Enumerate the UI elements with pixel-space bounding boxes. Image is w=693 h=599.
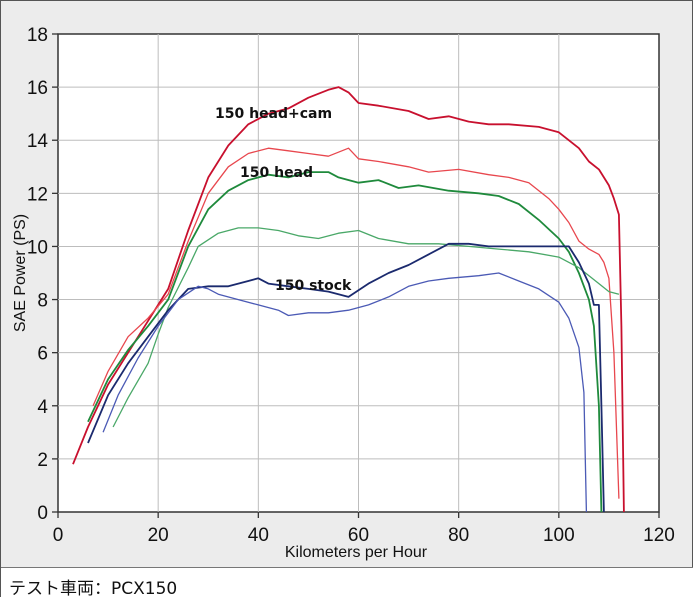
series-line-4 [112,227,620,428]
series-label: 150 stock [275,278,352,294]
x-tick-label: 60 [348,525,369,546]
grid [58,34,659,512]
y-tick-label: 14 [27,131,49,152]
y-tick-label: 4 [37,397,48,418]
x-tick-label: 40 [248,525,269,546]
x-tick-label: 80 [448,525,469,546]
series-line-6 [102,272,588,513]
caption-bar: テスト車両：PCX150 [1,567,693,599]
x-axis-ticks: 0 20 40 60 80 100 120 [53,512,675,546]
y-tick-label: 12 [27,184,48,205]
x-tick-label: 100 [543,525,575,546]
y-tick-label: 8 [37,291,48,312]
series-group [72,86,625,513]
series-line-1 [72,86,625,513]
x-tick-label: 120 [643,525,675,546]
power-chart: 0 2 4 6 8 10 12 14 16 18 0 20 40 60 80 100 120 150 head… [12,25,675,561]
y-tick-label: 16 [27,78,48,99]
series-line-2 [92,147,620,499]
y-axis-title: SAE Power (PS) [12,214,29,332]
y-tick-label: 6 [37,344,48,365]
x-tick-label: 0 [53,525,64,546]
vehicle-caption: テスト車両：PCX150 [9,579,178,599]
series-line-3 [87,171,603,513]
series-label: 150 head [240,165,313,181]
y-tick-label: 10 [27,237,48,258]
series-line-5 [87,242,605,513]
y-tick-label: 18 [27,25,48,46]
series-labels: 150 head+cam 150 head 150 stock [215,106,352,294]
x-tick-label: 20 [148,525,169,546]
y-axis-ticks: 0 2 4 6 8 10 12 14 16 18 [27,25,58,524]
y-tick-label: 2 [37,450,48,471]
y-tick-label: 0 [37,503,48,524]
x-axis-title: Kilometers per Hour [285,544,428,561]
series-label: 150 head+cam [215,106,332,122]
